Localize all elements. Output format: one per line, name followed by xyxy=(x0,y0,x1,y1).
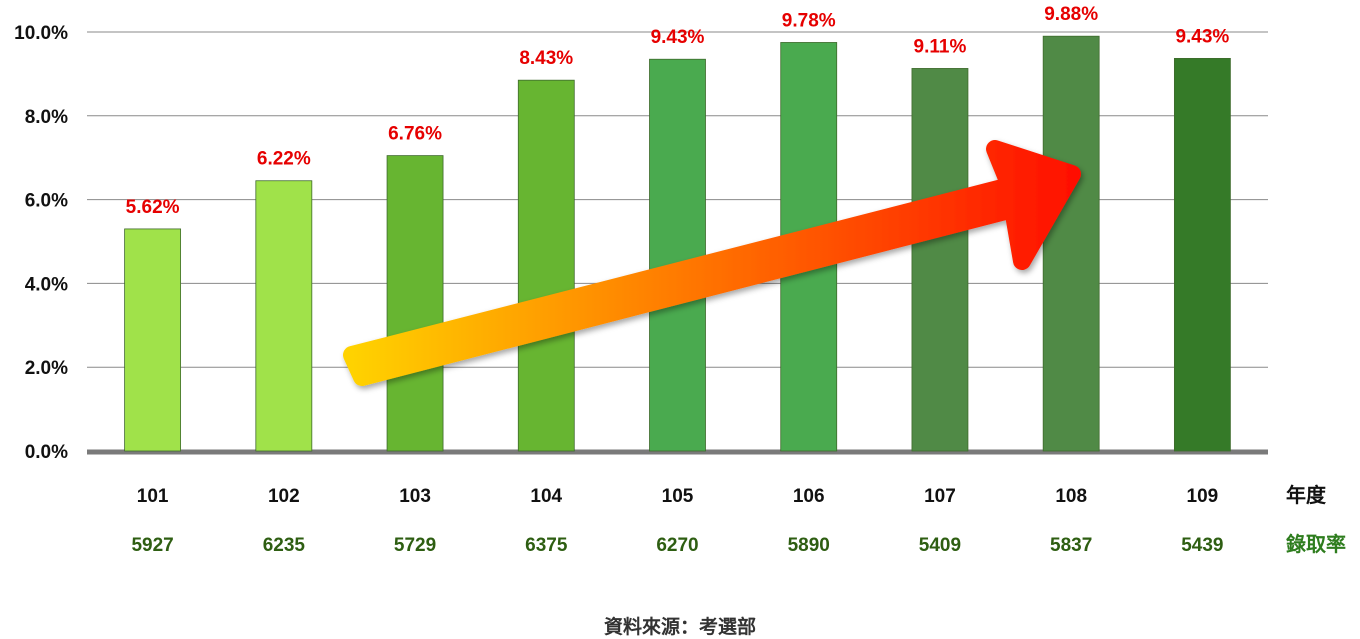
count-label-106: 5890 xyxy=(788,535,830,556)
x-tick-label-102: 102 xyxy=(268,486,300,507)
x-tick-label-105: 105 xyxy=(662,486,694,507)
source-note: 資料來源：考選部 xyxy=(603,616,756,638)
y-tick-label: 8.0% xyxy=(25,107,68,128)
count-label-102: 6235 xyxy=(263,535,306,556)
y-tick-label: 2.0% xyxy=(25,358,68,379)
bar-108 xyxy=(1042,35,1100,452)
count-label-103: 5729 xyxy=(394,535,436,556)
data-label-103: 6.76% xyxy=(388,124,442,145)
x-tick-label-101: 101 xyxy=(137,486,169,507)
bar-chart: 0.0% 2.0% 4.0% 6.0% 8.0% 10.0% 5.62% 101 5927 6.… xyxy=(14,4,1346,556)
data-label-107: 9.11% xyxy=(914,36,967,57)
trend-arrow-shape xyxy=(343,140,1081,386)
x-tick-label-106: 106 xyxy=(793,486,825,507)
bar-107 xyxy=(911,68,969,452)
count-row-label: 錄取率 xyxy=(1286,532,1346,556)
y-tick-label: 4.0% xyxy=(25,274,68,295)
bar-101 xyxy=(124,228,182,452)
x-tick-label-109: 109 xyxy=(1187,486,1219,507)
data-label-104: 8.43% xyxy=(519,48,573,69)
bar-104 xyxy=(517,79,575,452)
count-label-101: 5927 xyxy=(131,535,173,556)
count-label-108: 5837 xyxy=(1050,535,1092,556)
x-tick-label-104: 104 xyxy=(530,486,562,507)
category-row-label: 年度 xyxy=(1286,483,1327,507)
bar-105 xyxy=(649,58,706,452)
data-label-102: 6.22% xyxy=(257,149,311,170)
data-label-109: 9.43% xyxy=(1175,26,1229,47)
y-tick-label: 6.0% xyxy=(25,191,68,212)
trend-arrow xyxy=(343,140,1081,386)
data-label-105: 9.43% xyxy=(651,27,705,48)
y-tick-label: 0.0% xyxy=(25,442,68,463)
count-label-104: 6375 xyxy=(525,535,568,556)
bar-102 xyxy=(255,180,313,452)
bar-109 xyxy=(1173,57,1231,452)
count-label-109: 5439 xyxy=(1181,535,1223,556)
data-label-101: 5.62% xyxy=(126,197,180,218)
x-tick-label-107: 107 xyxy=(924,486,956,507)
count-label-107: 5409 xyxy=(919,535,961,556)
data-label-108: 9.88% xyxy=(1044,4,1098,25)
count-label-105: 6270 xyxy=(656,535,698,556)
bar-103 xyxy=(386,155,444,452)
x-tick-label-103: 103 xyxy=(399,486,431,507)
x-tick-label-108: 108 xyxy=(1055,486,1087,507)
data-label-106: 9.78% xyxy=(782,10,836,31)
y-tick-label: 10.0% xyxy=(14,23,68,44)
